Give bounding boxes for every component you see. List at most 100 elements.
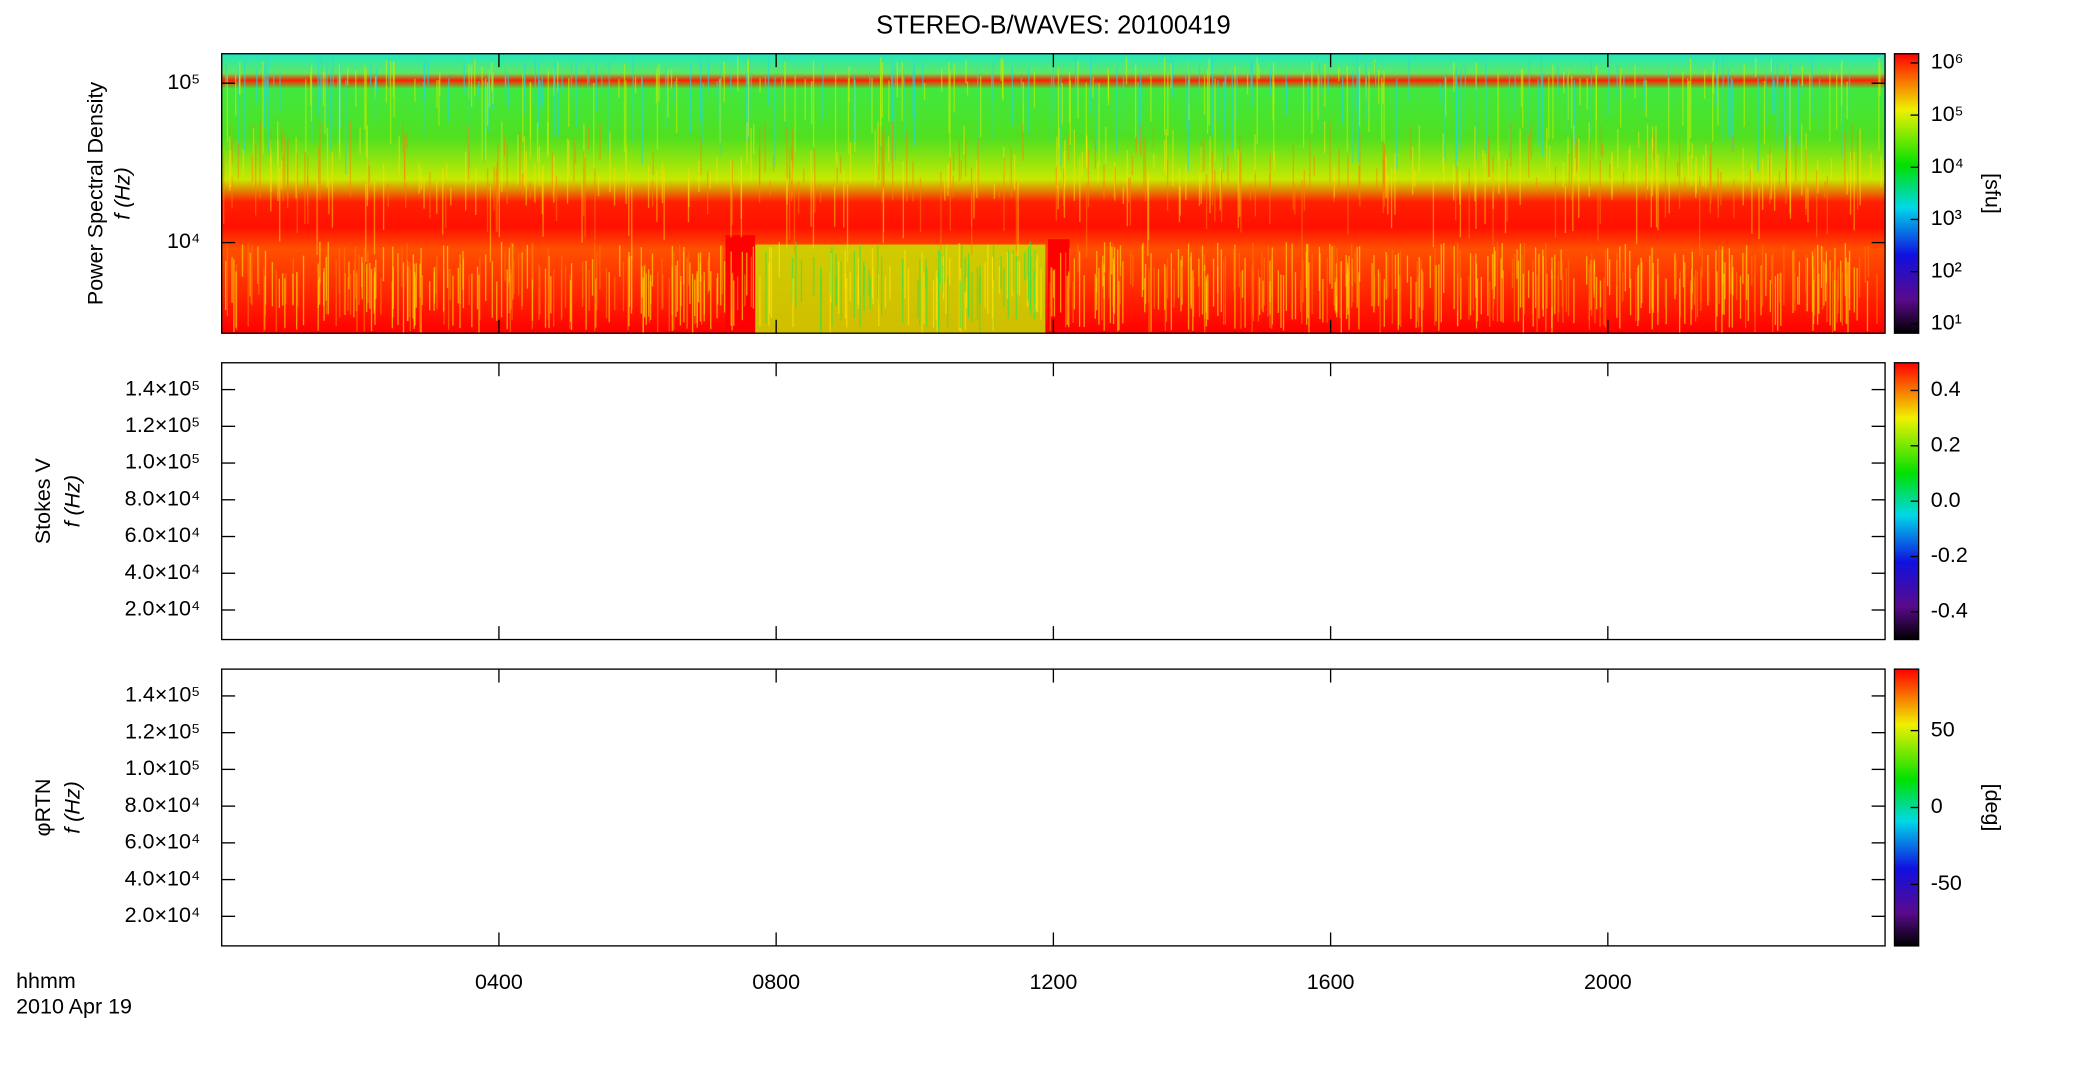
spectrogram-texture	[547, 70, 549, 158]
y-tick-label: 4.0×10⁴	[125, 560, 201, 584]
spectrogram-texture	[810, 81, 813, 125]
spectrogram-texture	[631, 187, 633, 260]
spectrogram-texture	[1307, 244, 1309, 319]
spectrogram-texture	[949, 157, 952, 231]
spectrogram-texture	[282, 154, 284, 202]
spectrogram-texture	[1624, 244, 1627, 292]
spectrogram-texture	[1604, 250, 1607, 328]
spectrogram-texture	[1033, 71, 1036, 108]
spectrogram-texture	[1830, 158, 1833, 178]
spectrogram-texture	[1682, 254, 1685, 288]
spectrogram-texture	[1844, 131, 1846, 191]
spectrogram-texture	[1475, 263, 1478, 329]
spectrogram-texture	[1055, 166, 1058, 221]
spectrogram-texture	[1122, 75, 1125, 134]
spectrogram-texture	[1140, 124, 1142, 156]
spectrogram-texture	[599, 123, 601, 161]
spectrogram-texture	[343, 247, 346, 315]
spectrogram-texture	[1338, 67, 1340, 82]
spectrogram-texture	[1811, 251, 1814, 312]
spectrogram-texture	[1573, 125, 1575, 180]
spectrogram-texture	[337, 75, 339, 143]
spectrogram-texture	[792, 129, 794, 169]
spectrogram-texture	[605, 268, 608, 319]
spectrogram-texture	[1475, 62, 1477, 91]
spectrogram-texture	[262, 61, 264, 155]
spectrogram-texture	[651, 253, 654, 287]
spectrogram-texture	[531, 279, 534, 321]
spectrogram-texture	[1770, 153, 1772, 200]
spectrogram-texture	[1035, 277, 1037, 312]
spectrogram-texture	[884, 276, 887, 309]
spectrogram-texture	[1710, 142, 1712, 204]
spectrogram-texture	[1774, 276, 1777, 325]
spectrogram-texture	[740, 162, 743, 238]
spectrogram-texture	[1609, 163, 1611, 179]
spectrogram-texture	[829, 272, 831, 333]
spectrogram-texture	[1301, 257, 1303, 324]
spectrogram-texture	[846, 278, 848, 328]
spectrogram-texture	[1077, 60, 1079, 119]
spectrogram-texture	[1856, 267, 1858, 321]
spectrogram-texture	[1326, 257, 1328, 323]
spectrogram-texture	[1188, 60, 1191, 103]
spectrogram-texture	[720, 63, 722, 156]
spectrogram-texture	[1723, 273, 1725, 315]
spectrogram-texture	[419, 263, 421, 298]
spectrogram-texture	[365, 184, 367, 262]
spectrogram-texture	[1105, 126, 1107, 164]
spectrogram-texture	[1879, 61, 1881, 96]
spectrogram-texture	[882, 187, 884, 244]
spectrogram-texture	[849, 142, 852, 185]
spectrogram-texture	[226, 74, 229, 143]
spectrogram-texture	[478, 81, 480, 98]
spectrogram-texture	[964, 139, 967, 177]
colorbar	[1893, 668, 1920, 947]
spectrogram-texture	[881, 131, 883, 203]
spectrogram-texture	[1469, 253, 1472, 316]
spectrogram-texture	[1841, 272, 1844, 326]
spectrogram-texture	[1841, 59, 1843, 106]
spectrogram-texture	[330, 68, 332, 151]
spectrogram-texture	[585, 260, 587, 330]
spectrogram-texture	[1198, 65, 1200, 98]
spectrogram-texture	[1822, 246, 1824, 310]
spectrogram-texture	[1254, 169, 1256, 217]
spectrogram-texture	[1269, 260, 1271, 303]
spectrogram-texture	[938, 249, 940, 334]
spectrogram-texture	[1489, 281, 1491, 327]
spectrogram-texture	[1219, 168, 1221, 211]
spectrogram-texture	[263, 267, 265, 332]
spectrogram-texture	[550, 276, 552, 314]
spectrogram-texture	[1166, 258, 1169, 299]
spectrogram-texture	[1690, 280, 1692, 325]
spectrogram-texture	[1691, 252, 1693, 294]
spectrogram-texture	[1339, 261, 1341, 318]
spectrogram-texture	[1717, 168, 1719, 208]
spectrogram-texture	[1333, 245, 1335, 306]
spectrogram-texture	[723, 261, 726, 313]
spectrogram-texture	[1743, 64, 1745, 127]
spectrogram-texture	[449, 268, 451, 301]
spectrogram-texture	[414, 78, 416, 102]
spectrogram-texture	[326, 127, 329, 188]
spectrogram-texture	[647, 166, 650, 208]
spectrogram-texture	[1311, 254, 1313, 314]
spectrogram-texture	[485, 78, 487, 161]
spectrogram-texture	[241, 244, 244, 277]
spectrogram-texture	[1116, 66, 1118, 154]
spectrogram-texture	[919, 259, 921, 325]
spectrogram-texture	[1356, 247, 1358, 308]
spectrogram-texture	[1241, 270, 1244, 298]
spectrogram-texture	[1107, 68, 1110, 99]
spectrogram-texture	[536, 122, 539, 163]
spectrogram-texture	[1715, 250, 1717, 331]
spectrogram-texture	[1747, 274, 1749, 322]
spectrogram-texture	[1546, 274, 1548, 309]
spectrogram-texture	[364, 64, 366, 130]
spectrogram-texture	[1383, 279, 1385, 327]
spectrogram-texture	[753, 123, 755, 154]
spectrogram-texture	[468, 274, 470, 305]
spectrogram-texture	[374, 271, 376, 325]
spectrogram-texture	[1595, 65, 1598, 121]
